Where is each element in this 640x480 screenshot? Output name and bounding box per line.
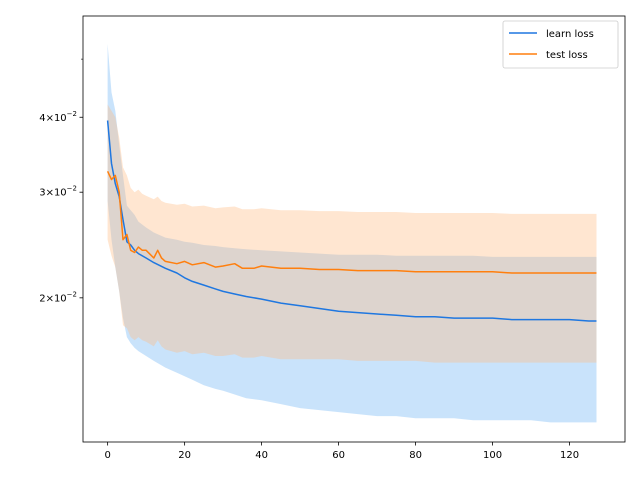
legend-label: test loss: [546, 50, 588, 61]
y-tick-label: 2×10−2: [39, 290, 77, 304]
test-loss-line: [106, 170, 597, 274]
y-tick-label: 3×10−2: [39, 185, 77, 199]
legend: learn loss test loss: [502, 20, 619, 69]
y-tick-label: 4×10−2: [39, 110, 77, 124]
x-tick-label: 40: [255, 450, 268, 461]
x-tick-label: 0: [104, 450, 110, 461]
test-loss-band: [107, 104, 597, 363]
x-axis: 0 20 40 60 80 100 120: [104, 442, 579, 461]
confidence-bands: [107, 43, 597, 423]
legend-label: learn loss: [546, 29, 594, 40]
y-axis: 2×10−2 3×10−2 4×10−2: [39, 58, 83, 304]
series-lines: [106, 120, 597, 322]
x-tick-label: 100: [483, 450, 502, 461]
x-tick-label: 60: [332, 450, 345, 461]
x-tick-label: 80: [409, 450, 422, 461]
learn-loss-band: [107, 43, 597, 423]
x-tick-label: 120: [560, 450, 579, 461]
learn-loss-line: [106, 120, 597, 322]
plot-frame: [82, 15, 626, 443]
x-tick-label: 20: [178, 450, 191, 461]
